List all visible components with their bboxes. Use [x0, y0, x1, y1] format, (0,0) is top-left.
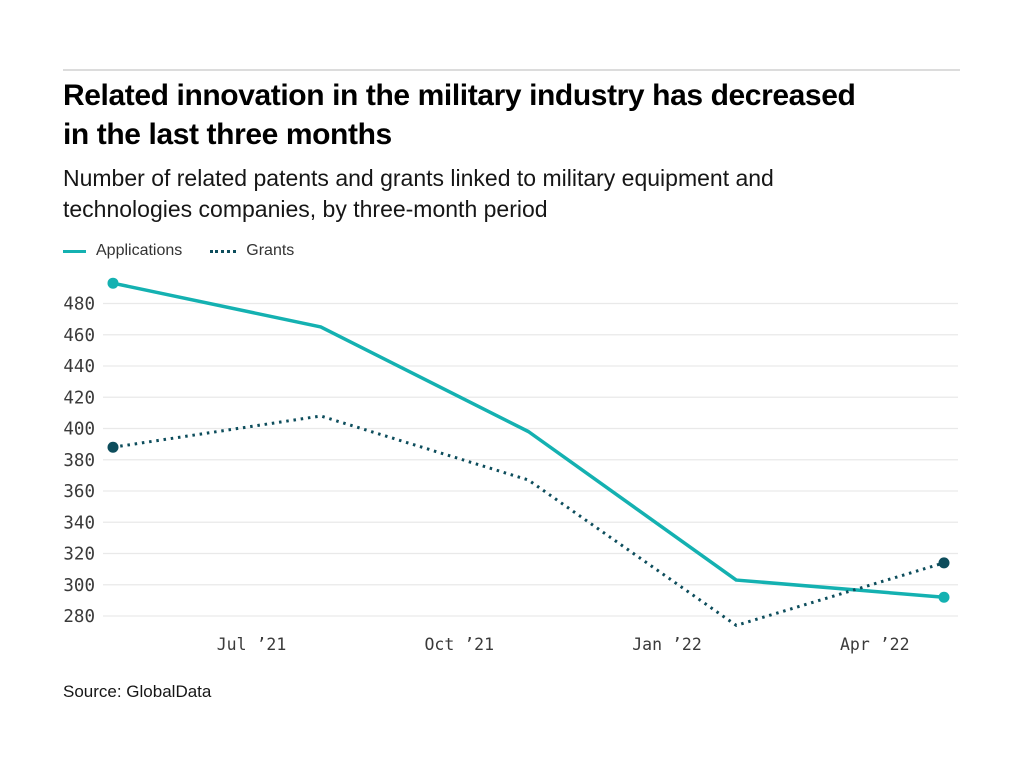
x-tick-label-0: Jul ’21: [217, 635, 287, 654]
series-endpoint-applications-first: [107, 277, 119, 289]
page-title: Related innovation in the military indus…: [63, 76, 983, 154]
legend-item-grants: Grants: [210, 242, 294, 260]
y-tick-label-440: 440: [63, 357, 95, 377]
subtitle-line-2: technologies companies, by three-month p…: [63, 196, 548, 222]
y-tick-label-380: 380: [63, 451, 95, 471]
y-tick-label-360: 360: [63, 482, 95, 502]
chart-canvas: 280 300 320 340 360 380 400 420 440 460 480 Jul ’21…: [63, 277, 958, 654]
top-divider: [63, 69, 960, 71]
line-chart: 280 300 320 340 360 380 400 420 440 460 480 Jul ’21…: [0, 268, 1024, 668]
y-tick-label-400: 400: [63, 420, 95, 440]
title-line-1: Related innovation in the military indus…: [63, 79, 856, 112]
legend-item-applications: Applications: [63, 242, 182, 260]
grants-dotted-swatch-icon: [210, 249, 237, 253]
legend: Applications Grants: [63, 242, 294, 260]
series-endpoint-grants-last: [938, 557, 950, 569]
series-line-grants: [112, 414, 945, 627]
y-tick-label-300: 300: [63, 576, 95, 596]
y-tick-label-480: 480: [63, 295, 95, 315]
applications-line-swatch-icon: [63, 249, 86, 253]
x-tick-label-2: Jan ’22: [632, 635, 702, 654]
x-tick-label-1: Oct ’21: [424, 635, 494, 654]
chart-subtitle: Number of related patents and grants lin…: [63, 163, 983, 225]
x-tick-label-3: Apr ’22: [840, 635, 910, 654]
y-tick-label-340: 340: [63, 513, 95, 533]
subtitle-line-1: Number of related patents and grants lin…: [63, 165, 774, 191]
source-note: Source: GlobalData: [63, 682, 212, 701]
y-tick-label-420: 420: [63, 388, 95, 408]
legend-label-grants: Grants: [246, 242, 295, 259]
title-line-2: in the last three months: [63, 118, 392, 151]
y-tick-label-320: 320: [63, 545, 95, 565]
y-tick-label-460: 460: [63, 326, 95, 346]
series-line-applications: [112, 281, 945, 599]
series-endpoint-grants-first: [107, 441, 119, 453]
legend-label-applications: Applications: [96, 242, 183, 259]
y-tick-label-280: 280: [63, 607, 95, 627]
series-endpoint-applications-last: [938, 591, 950, 603]
